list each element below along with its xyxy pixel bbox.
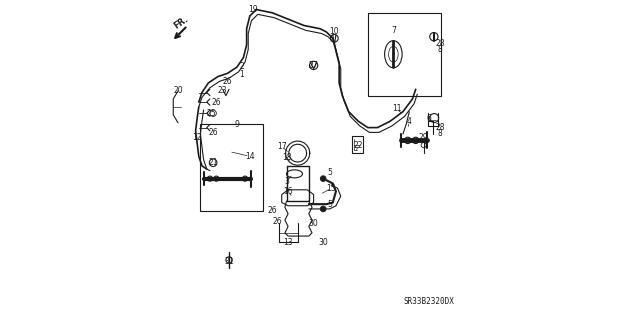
- Text: 5: 5: [327, 200, 332, 209]
- Text: 30: 30: [318, 238, 328, 247]
- Text: 18: 18: [282, 153, 291, 162]
- Text: 11: 11: [392, 104, 401, 113]
- Text: 2: 2: [239, 63, 244, 71]
- Bar: [200, 124, 262, 211]
- Text: 26: 26: [272, 217, 282, 226]
- Text: 5: 5: [327, 168, 332, 177]
- Text: 31: 31: [224, 257, 234, 266]
- Text: 25: 25: [207, 109, 216, 118]
- Text: SR33B2320DX: SR33B2320DX: [403, 297, 454, 306]
- Text: 16: 16: [284, 187, 293, 196]
- Text: 15: 15: [326, 184, 336, 193]
- Text: 26: 26: [211, 98, 221, 107]
- Text: 23: 23: [218, 86, 227, 95]
- Text: 14: 14: [245, 152, 255, 161]
- Text: 27: 27: [309, 61, 319, 70]
- Text: FR.: FR.: [172, 14, 190, 30]
- Text: 12: 12: [193, 133, 202, 142]
- Text: 28: 28: [436, 39, 445, 48]
- Text: 8: 8: [437, 45, 442, 54]
- Text: 26: 26: [209, 128, 218, 137]
- Circle shape: [320, 206, 326, 212]
- Text: 6: 6: [426, 114, 431, 122]
- Text: 3: 3: [284, 177, 289, 186]
- Text: 8: 8: [437, 130, 442, 138]
- Text: 10: 10: [330, 27, 339, 36]
- Text: 20: 20: [173, 86, 183, 95]
- Text: 22: 22: [353, 141, 363, 150]
- Text: 13: 13: [284, 238, 293, 247]
- Text: 26: 26: [268, 206, 277, 215]
- Text: 1: 1: [239, 70, 244, 79]
- Text: 9: 9: [235, 120, 239, 129]
- Text: 26: 26: [223, 77, 232, 86]
- Circle shape: [320, 176, 326, 182]
- Text: 30: 30: [308, 219, 319, 228]
- Text: 29: 29: [419, 133, 429, 142]
- Bar: [352, 136, 363, 153]
- Bar: [368, 13, 441, 96]
- Text: 28: 28: [436, 123, 445, 132]
- Text: 17: 17: [277, 142, 287, 151]
- Text: 21: 21: [209, 158, 218, 167]
- Text: 4: 4: [407, 117, 412, 126]
- Text: 7: 7: [391, 26, 396, 35]
- Text: 19: 19: [248, 5, 258, 14]
